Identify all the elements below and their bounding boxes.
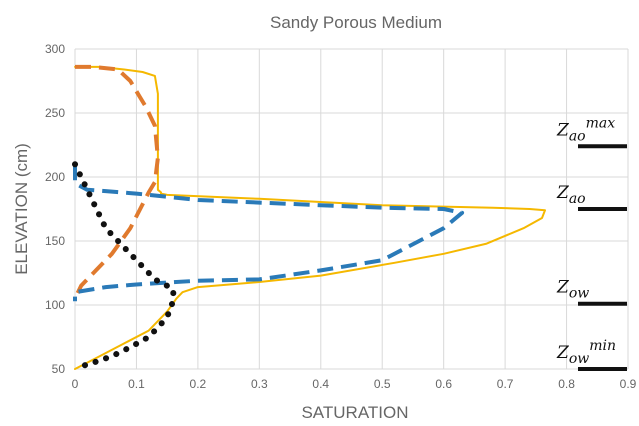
x-tick-label: 0.4 [312, 377, 329, 391]
elevation-marker-label: Zao [556, 183, 586, 207]
y-axis-label: ELEVATION (cm) [12, 143, 31, 275]
series-line-4 [72, 161, 177, 372]
elevation-marker-label: Zow [556, 278, 589, 302]
x-tick-label: 0.5 [374, 377, 391, 391]
elevation-marker-label: Zaomax [556, 115, 615, 144]
series-line-2 [73, 64, 160, 300]
elevation-markers: Zaomax Zao Zow Zowmin [556, 115, 627, 371]
y-tick-label: 300 [45, 42, 65, 56]
series-line-1 [74, 65, 546, 370]
x-tick-label: 0.1 [128, 377, 145, 391]
x-tick-label: 0.7 [497, 377, 514, 391]
x-tick-label: 0.3 [251, 377, 268, 391]
chart-title: Sandy Porous Medium [270, 13, 442, 32]
elevation-marker-label: Zowmin [556, 338, 616, 367]
tick-labels: 0 0.1 0.2 0.3 0.4 0.5 0.6 0.7 0.8 0.9 50 100 150 200 2… [45, 42, 637, 391]
y-tick-label: 150 [45, 234, 65, 248]
x-tick-label: 0.8 [558, 377, 575, 391]
grid [74, 48, 629, 370]
y-tick-label: 250 [45, 106, 65, 120]
x-tick-label: 0.9 [620, 377, 637, 391]
y-tick-label: 200 [45, 170, 65, 184]
y-tick-label: 100 [45, 298, 65, 312]
x-tick-label: 0.2 [190, 377, 207, 391]
x-axis-label: SATURATION [301, 403, 408, 422]
series-line-3 [73, 164, 465, 302]
y-tick-label: 50 [52, 362, 66, 376]
series-group [72, 64, 546, 372]
x-tick-label: 0 [72, 377, 79, 391]
x-tick-label: 0.6 [435, 377, 452, 391]
